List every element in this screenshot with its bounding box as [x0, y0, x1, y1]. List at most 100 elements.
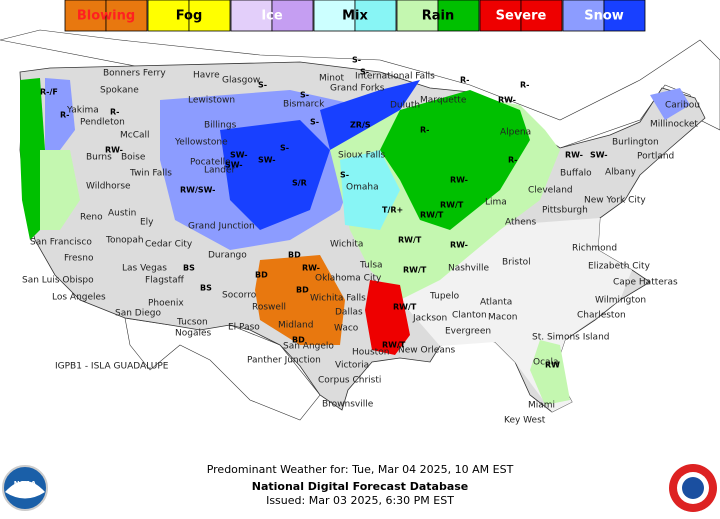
- city-label: Bonners Ferry: [103, 69, 166, 79]
- city-label: Buffalo: [560, 169, 592, 179]
- city-label: Brownsville: [322, 400, 374, 410]
- weather-code: RW/T: [420, 211, 444, 220]
- footer-line: Issued: Mar 03 2025, 6:30 PM EST: [266, 494, 454, 507]
- city-label: Omaha: [346, 183, 379, 193]
- city-label: Bismarck: [283, 100, 325, 110]
- city-label: Twin Falls: [129, 169, 172, 179]
- city-label: Evergreen: [445, 327, 491, 337]
- legend-swatch: [396, 0, 439, 32]
- weather-code: R-: [460, 76, 469, 85]
- weather-code: RW-: [498, 96, 516, 105]
- legend-swatch: [105, 0, 148, 32]
- weather-code: S-: [340, 171, 349, 180]
- weather-code: BS: [200, 284, 212, 293]
- city-label: Tucson: [176, 318, 208, 328]
- legend-swatch: [437, 0, 480, 32]
- city-label: McCall: [120, 131, 150, 141]
- city-label: Ocala: [533, 358, 559, 368]
- city-label: Pittsburgh: [542, 206, 588, 216]
- city-label: Panther Junction: [247, 356, 321, 366]
- city-label: Flagstaff: [145, 276, 185, 286]
- city-label: Nashville: [448, 264, 489, 274]
- city-label: Marquette: [420, 96, 467, 106]
- rain-heavy: [380, 90, 530, 230]
- city-label: Millinocket: [650, 120, 698, 130]
- legend-swatch: [271, 0, 314, 32]
- city-label: Waco: [334, 324, 359, 334]
- legend-swatch: [603, 0, 646, 32]
- city-label: Glasgow: [222, 76, 260, 86]
- city-label: Yellowstone: [174, 138, 228, 148]
- legend-swatch: [313, 0, 356, 32]
- legend-swatch: [520, 0, 563, 32]
- city-label: Clanton: [452, 311, 487, 321]
- footer-title: National Digital Forecast Database: [252, 480, 469, 493]
- weather-code: SW-: [225, 161, 243, 170]
- weather-code: BD: [296, 286, 309, 295]
- weather-code: RW/T: [440, 201, 464, 210]
- weather-code: BD: [288, 251, 301, 260]
- city-label: Albany: [605, 168, 637, 178]
- city-label: New York City: [584, 196, 646, 206]
- weather-code: RW-: [302, 264, 320, 273]
- legend-label: Snow: [584, 9, 624, 24]
- city-label: Midland: [278, 321, 313, 331]
- annotation: IGPB1 - ISLA GUADALUPE: [55, 362, 169, 372]
- weather-code: R-: [60, 111, 69, 120]
- legend-swatch: [230, 0, 273, 32]
- severe: [365, 280, 410, 355]
- weather-code: RW/SW-: [180, 186, 215, 195]
- city-label: Oklahoma City: [315, 274, 382, 284]
- snow-light: [45, 78, 75, 150]
- blowing: [255, 255, 345, 345]
- city-label: San Diego: [115, 309, 161, 319]
- weather-code: S/R: [292, 179, 307, 188]
- city-label: San Angelo: [283, 342, 334, 352]
- city-label: Caribou: [665, 101, 700, 111]
- city-label: Tonopah: [105, 236, 144, 246]
- city-label: Havre: [193, 71, 220, 81]
- city-label: Minot: [319, 74, 344, 84]
- city-label: Phoenix: [148, 299, 184, 309]
- city-label: Wichita: [330, 240, 363, 250]
- weather-code: R-: [420, 126, 429, 135]
- weather-code: R-/F: [40, 88, 58, 97]
- city-label: Tupelo: [429, 292, 460, 302]
- weather-code: T/R+: [382, 206, 403, 215]
- city-label: Cape Hatteras: [613, 278, 678, 288]
- weather-code: RW-: [450, 241, 468, 250]
- city-label: Macon: [488, 313, 517, 323]
- rain-heavy: [20, 78, 45, 240]
- city-label: Boise: [121, 153, 146, 163]
- city-label: Cleveland: [528, 186, 573, 196]
- city-label: Athens: [505, 218, 536, 228]
- city-label: Durango: [208, 251, 247, 261]
- legend-swatch: [147, 0, 190, 32]
- legend-label: Mix: [342, 9, 368, 24]
- noaa-logo-wave: [5, 481, 45, 499]
- city-label: Wildhorse: [86, 182, 131, 192]
- city-label: Reno: [80, 213, 103, 223]
- city-label: International Falls: [355, 72, 435, 82]
- rain-light: [530, 340, 570, 405]
- weather-code: R-: [520, 81, 529, 90]
- city-label: Grand Junction: [188, 222, 255, 232]
- mix: [340, 150, 400, 230]
- city-label: San Luis Obispo: [22, 276, 94, 286]
- city-label: Houston: [352, 348, 389, 358]
- weather-code: RW/T: [382, 341, 406, 350]
- city-label: Lander: [204, 166, 235, 176]
- city-label: Las Vegas: [122, 264, 167, 274]
- city-label: Tulsa: [359, 261, 383, 271]
- city-label: Key West: [504, 416, 546, 426]
- city-label: Wilmington: [595, 296, 646, 306]
- city-label: Victoria: [335, 361, 369, 371]
- weather-code: RW-: [450, 176, 468, 185]
- weather-code: RW/T: [403, 266, 427, 275]
- weather-code: SW-: [230, 151, 248, 160]
- city-label: Elizabeth City: [588, 262, 651, 272]
- dry-area: [400, 218, 632, 412]
- city-label: Richmond: [572, 244, 617, 254]
